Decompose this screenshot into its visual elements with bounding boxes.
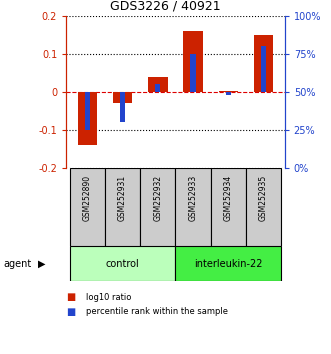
Bar [261, 46, 266, 92]
Text: control: control [106, 259, 139, 269]
Bar [140, 168, 175, 246]
Bar [175, 168, 211, 246]
Text: ▶: ▶ [38, 259, 46, 269]
Bar [246, 168, 281, 246]
Text: GSM252934: GSM252934 [224, 175, 233, 221]
Bar [183, 31, 203, 92]
Bar [70, 168, 105, 246]
Text: GSM252935: GSM252935 [259, 175, 268, 221]
Text: GSM252890: GSM252890 [83, 175, 92, 221]
Bar [190, 54, 196, 92]
Bar [85, 92, 90, 130]
Text: GSM252932: GSM252932 [153, 175, 162, 221]
Text: percentile rank within the sample: percentile rank within the sample [86, 307, 228, 316]
Bar [78, 92, 97, 145]
Text: log10 ratio: log10 ratio [86, 293, 131, 302]
Bar [226, 92, 231, 95]
Bar [155, 85, 161, 92]
Bar [254, 35, 273, 92]
Text: GDS3226 / 40921: GDS3226 / 40921 [110, 0, 221, 12]
Bar [211, 168, 246, 246]
Bar [70, 246, 175, 281]
Bar [148, 77, 167, 92]
Text: GSM252933: GSM252933 [189, 175, 198, 221]
Text: agent: agent [3, 259, 31, 269]
Text: interleukin-22: interleukin-22 [194, 259, 262, 269]
Text: ■: ■ [66, 292, 75, 302]
Text: ■: ■ [66, 307, 75, 316]
Bar [120, 92, 125, 122]
Bar [218, 91, 238, 92]
Bar [113, 92, 132, 103]
Text: GSM252931: GSM252931 [118, 175, 127, 221]
Bar [105, 168, 140, 246]
Bar [175, 246, 281, 281]
